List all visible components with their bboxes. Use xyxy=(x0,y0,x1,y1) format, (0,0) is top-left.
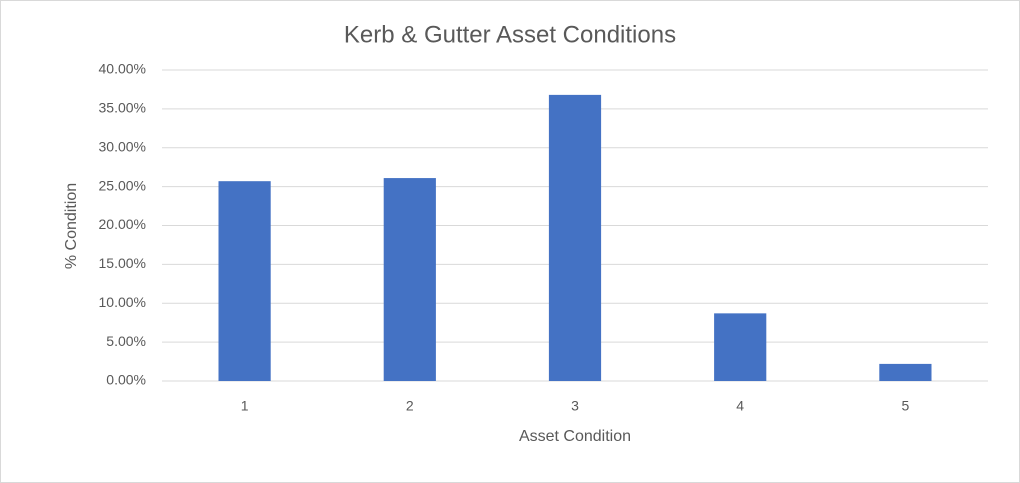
y-tick-label: 15.00% xyxy=(99,255,146,271)
y-tick-label: 30.00% xyxy=(99,138,146,154)
bar xyxy=(218,181,271,381)
x-tick-label: 2 xyxy=(406,398,414,414)
x-tick-label: 1 xyxy=(241,398,249,414)
y-tick-label: 20.00% xyxy=(99,216,146,232)
x-tick-label: 5 xyxy=(902,398,910,414)
y-tick-label: 35.00% xyxy=(99,100,146,116)
y-tick-label: 0.00% xyxy=(106,372,146,388)
x-axis-title: Asset Condition xyxy=(519,428,631,445)
y-tick-label: 10.00% xyxy=(99,294,146,310)
bar xyxy=(714,313,767,381)
y-tick-label: 5.00% xyxy=(106,333,146,349)
y-axis-title: % Condition xyxy=(63,183,80,269)
chart-title: Kerb & Gutter Asset Conditions xyxy=(344,21,676,48)
y-tick-label: 25.00% xyxy=(99,177,146,193)
bar xyxy=(383,178,436,381)
bar xyxy=(548,94,602,381)
y-tick-label: 40.00% xyxy=(99,61,146,77)
bar xyxy=(879,363,932,381)
x-tick-label: 4 xyxy=(736,398,744,414)
x-tick-label: 3 xyxy=(571,398,579,414)
